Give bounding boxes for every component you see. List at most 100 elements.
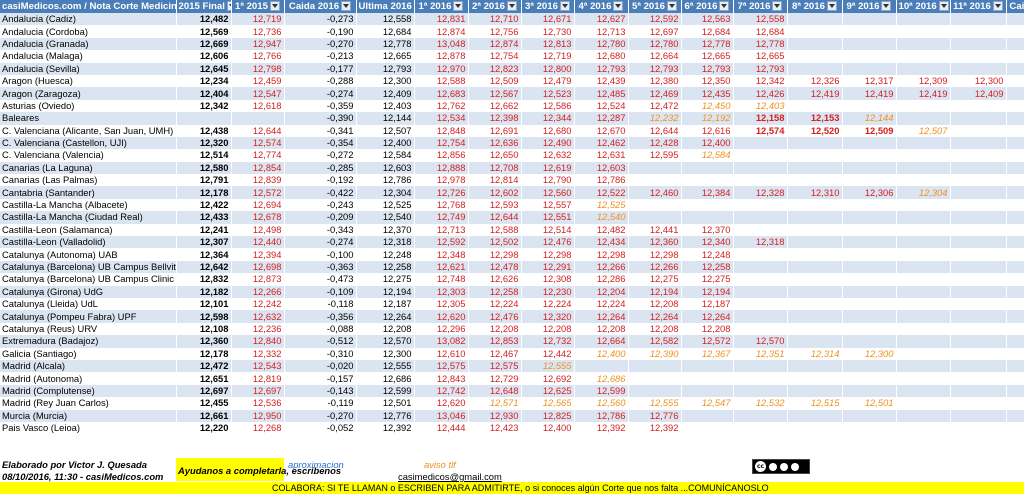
- cell-call-6[interactable]: 12,370: [681, 223, 734, 237]
- cell-call-7[interactable]: [733, 260, 788, 274]
- cell-call-2[interactable]: 12,571: [468, 397, 522, 410]
- cell-1-2015[interactable]: 12,574: [231, 136, 285, 150]
- cell-call-11[interactable]: [950, 37, 1007, 51]
- cell-university[interactable]: Andalucia (Malaga): [0, 50, 177, 63]
- cell-call-6[interactable]: 12,187: [681, 297, 734, 311]
- cell-call-11[interactable]: [950, 285, 1007, 298]
- cell-call-3[interactable]: 12,555: [521, 359, 575, 373]
- cell-caida-2015[interactable]: 0,048: [1006, 174, 1024, 187]
- cell-call-1[interactable]: 12,742: [414, 384, 469, 398]
- filter-dropdown-icon[interactable]: [559, 0, 570, 11]
- cell-call-5[interactable]: 12,194: [628, 285, 682, 298]
- cell-call-4[interactable]: 12,439: [574, 74, 629, 88]
- cell-call-7[interactable]: [733, 421, 788, 435]
- cell-2015-final[interactable]: 12,438: [176, 124, 232, 137]
- cell-call-2[interactable]: 12,626: [468, 273, 522, 286]
- cell-call-3[interactable]: 12,479: [521, 74, 575, 88]
- cell-2015-final[interactable]: 12,669: [176, 37, 232, 51]
- cell-caida-2015[interactable]: 0,154: [1006, 347, 1024, 360]
- cell-call-11[interactable]: [950, 211, 1007, 224]
- cell-call-7[interactable]: [733, 149, 788, 162]
- cell-call-5[interactable]: 12,472: [628, 99, 682, 113]
- email-link[interactable]: casimedicos@gmail.com: [398, 471, 502, 482]
- cell-call-7[interactable]: [733, 248, 788, 261]
- cell-1-2015[interactable]: 12,236: [231, 322, 285, 336]
- cell-call-2[interactable]: 12,650: [468, 149, 522, 162]
- cell-call-8[interactable]: [787, 50, 843, 63]
- cell-call-8[interactable]: 12,520: [787, 124, 843, 137]
- cell-call-5[interactable]: 12,776: [628, 409, 682, 422]
- cell-call-3[interactable]: 12,298: [521, 248, 575, 261]
- cell-ultima-2016[interactable]: 12,558: [356, 13, 415, 26]
- cell-call-6[interactable]: 12,384: [681, 186, 734, 199]
- cell-call-8[interactable]: [787, 62, 843, 75]
- cell-caida-2015[interactable]: 0,128: [1006, 322, 1024, 336]
- col-header-call-4[interactable]: 4ª 2016: [574, 0, 629, 13]
- cell-call-10[interactable]: [896, 174, 951, 187]
- cell-call-8[interactable]: [787, 37, 843, 51]
- cell-2015-final[interactable]: 12,514: [176, 149, 232, 162]
- cell-call-9[interactable]: [842, 335, 897, 348]
- cell-call-3[interactable]: 12,671: [521, 13, 575, 26]
- cell-call-5[interactable]: 12,441: [628, 223, 682, 237]
- cell-call-2[interactable]: 12,729: [468, 372, 522, 385]
- filter-dropdown-icon[interactable]: [666, 0, 677, 11]
- col-header-caida-2015[interactable]: Caida 2015: [1006, 0, 1024, 13]
- cell-caida-2016[interactable]: -0,190: [284, 25, 357, 38]
- cell-call-1[interactable]: 13,048: [414, 37, 469, 51]
- cell-call-10[interactable]: [896, 50, 951, 63]
- cell-call-3[interactable]: 12,490: [521, 136, 575, 150]
- cell-call-8[interactable]: 12,419: [787, 87, 843, 100]
- cell-call-1[interactable]: 12,592: [414, 236, 469, 249]
- cell-call-3[interactable]: 12,514: [521, 223, 575, 237]
- cell-call-3[interactable]: 12,680: [521, 124, 575, 137]
- cell-1-2015[interactable]: 12,694: [231, 198, 285, 212]
- cell-ultima-2016[interactable]: 12,275: [356, 273, 415, 286]
- cell-call-8[interactable]: 12,153: [787, 112, 843, 125]
- cell-call-10[interactable]: [896, 273, 951, 286]
- cell-call-7[interactable]: 12,570: [733, 335, 788, 348]
- cell-call-5[interactable]: 12,208: [628, 322, 682, 336]
- cell-call-3[interactable]: 12,586: [521, 99, 575, 113]
- cell-call-6[interactable]: 12,616: [681, 124, 734, 137]
- cell-call-1[interactable]: 12,303: [414, 285, 469, 298]
- cell-call-11[interactable]: [950, 248, 1007, 261]
- cell-call-10[interactable]: [896, 112, 951, 125]
- cell-call-2[interactable]: 12,298: [468, 248, 522, 261]
- cell-call-3[interactable]: 12,476: [521, 236, 575, 249]
- cell-1-2015[interactable]: 12,242: [231, 297, 285, 311]
- col-header-call-7[interactable]: 7ª 2016: [733, 0, 788, 13]
- cell-call-7[interactable]: [733, 273, 788, 286]
- cell-1-2015[interactable]: 12,440: [231, 236, 285, 249]
- cell-call-1[interactable]: 12,768: [414, 198, 469, 212]
- cell-university[interactable]: Andalucia (Cadiz): [0, 13, 177, 26]
- cell-call-5[interactable]: [628, 372, 682, 385]
- cell-call-11[interactable]: [950, 198, 1007, 212]
- cell-call-9[interactable]: [842, 99, 897, 113]
- cell-call-8[interactable]: [787, 13, 843, 26]
- cell-call-9[interactable]: 12,501: [842, 397, 897, 410]
- cell-call-10[interactable]: [896, 223, 951, 237]
- cell-call-9[interactable]: [842, 273, 897, 286]
- cell-call-11[interactable]: [950, 50, 1007, 63]
- col-header-call-8[interactable]: 8ª 2016: [787, 0, 843, 13]
- cell-ultima-2016[interactable]: 12,409: [356, 87, 415, 100]
- cell-call-4[interactable]: 12,524: [574, 99, 629, 113]
- cell-2015-final[interactable]: 12,241: [176, 223, 232, 237]
- cell-caida-2015[interactable]: 0,168: [1006, 372, 1024, 385]
- cell-2015-final[interactable]: 12,606: [176, 50, 232, 63]
- cell-call-11[interactable]: [950, 384, 1007, 398]
- cell-university[interactable]: Andalucia (Sevilla): [0, 62, 177, 75]
- cell-call-11[interactable]: [950, 161, 1007, 175]
- cell-university[interactable]: Catalunya (Girona) UdG: [0, 285, 177, 298]
- cell-call-8[interactable]: [787, 136, 843, 150]
- cell-call-10[interactable]: [896, 13, 951, 26]
- cell-1-2015[interactable]: 12,873: [231, 273, 285, 286]
- cell-1-2015[interactable]: 12,719: [231, 13, 285, 26]
- cell-call-7[interactable]: 12,342: [733, 74, 788, 88]
- cell-ultima-2016[interactable]: 12,599: [356, 384, 415, 398]
- cell-caida-2016[interactable]: -0,270: [284, 409, 357, 422]
- cell-call-9[interactable]: [842, 421, 897, 435]
- col-header-1-2015[interactable]: 1ª 2015: [231, 0, 285, 13]
- cell-1-2015[interactable]: 12,798: [231, 62, 285, 75]
